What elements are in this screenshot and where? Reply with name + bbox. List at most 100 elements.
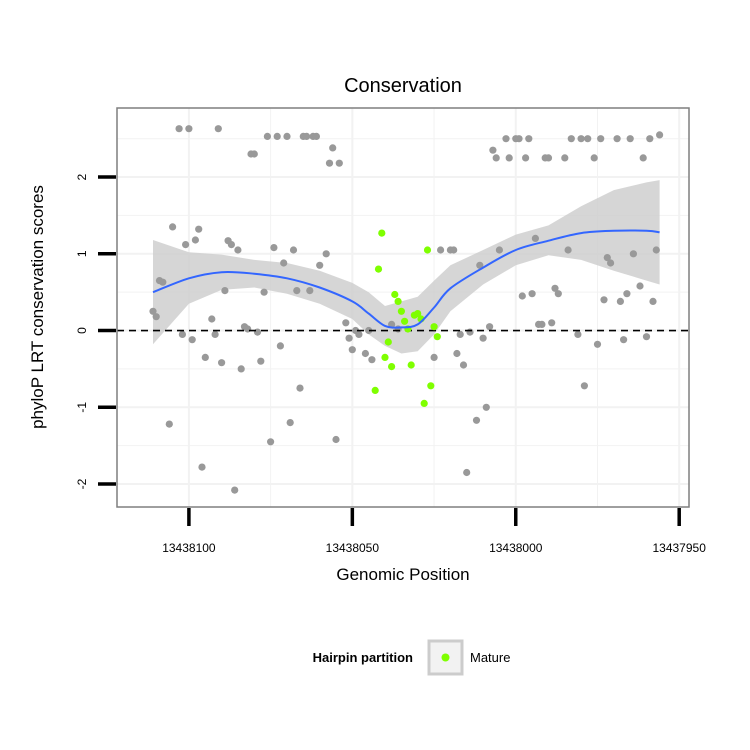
data-point-other	[303, 132, 311, 140]
data-point-other	[459, 361, 468, 369]
data-point-other	[250, 150, 258, 158]
data-point-other	[221, 287, 229, 295]
data-point-other	[629, 250, 638, 258]
legend-key-mature-point	[441, 653, 450, 662]
x-axis-title: Genomic Position	[336, 565, 469, 584]
data-point-other	[263, 132, 271, 140]
data-point-other	[325, 159, 334, 167]
data-point-other	[597, 135, 605, 143]
data-point-other	[551, 284, 559, 292]
x-tick-label: 13438100	[162, 541, 216, 555]
data-point-other	[348, 346, 356, 354]
data-point-other	[652, 246, 660, 254]
data-point-other	[149, 307, 157, 315]
data-point-mature	[433, 333, 441, 341]
data-point-other	[544, 154, 553, 162]
data-point-other	[152, 313, 160, 321]
data-point-other	[525, 135, 533, 143]
data-point-other	[580, 382, 589, 390]
data-point-other	[178, 330, 186, 338]
data-point-other	[607, 259, 615, 267]
data-point-other	[574, 330, 582, 338]
data-point-other	[646, 135, 654, 143]
y-tick-label: 2	[75, 173, 89, 180]
data-point-mature	[394, 297, 402, 305]
data-point-mature	[401, 317, 409, 325]
data-point-other	[626, 135, 634, 143]
data-point-other	[289, 246, 298, 254]
data-point-other	[518, 292, 526, 300]
data-point-mature	[371, 386, 379, 394]
data-point-other	[365, 326, 373, 335]
data-point-other	[227, 241, 235, 249]
points-mature-series	[371, 229, 441, 407]
data-point-other	[332, 435, 340, 444]
data-point-other	[522, 154, 530, 162]
data-point-other	[561, 154, 569, 162]
data-point-other	[345, 334, 353, 342]
data-point-other	[283, 132, 291, 140]
data-point-other	[293, 287, 301, 295]
data-point-other	[466, 328, 474, 336]
data-point-other	[479, 334, 487, 342]
data-point-other	[472, 416, 481, 424]
data-point-other	[456, 330, 464, 338]
legend-label-mature: Mature	[470, 650, 510, 665]
data-point-other	[368, 356, 376, 364]
data-point-mature	[388, 363, 396, 371]
data-point-other	[335, 159, 343, 167]
smooth-line-group	[152, 229, 660, 329]
data-point-other	[234, 246, 242, 254]
x-tick-label: 13437950	[652, 541, 706, 555]
data-point-other	[329, 144, 337, 152]
data-point-other	[270, 244, 278, 252]
data-point-other	[198, 463, 206, 471]
data-point-other	[296, 384, 304, 392]
data-point-mature	[378, 229, 386, 237]
x-tick-label: 13438000	[489, 541, 543, 555]
data-point-other	[639, 154, 647, 162]
data-point-other	[260, 288, 268, 296]
data-point-other	[590, 154, 598, 162]
data-point-other	[218, 359, 226, 367]
data-point-other	[316, 261, 324, 269]
data-point-other	[505, 154, 513, 162]
y-axis-title: phyloP LRT conservation scores	[28, 185, 47, 429]
legend-title: Hairpin partition	[313, 650, 413, 665]
data-point-other	[208, 315, 216, 323]
data-point-other	[195, 225, 203, 233]
y-tick-label: -1	[75, 402, 89, 413]
data-point-mature	[384, 338, 392, 346]
data-point-other	[253, 328, 262, 336]
data-point-other	[267, 438, 275, 446]
data-point-other	[636, 282, 644, 290]
data-point-other	[430, 353, 438, 361]
data-point-other	[492, 154, 500, 162]
data-point-mature	[414, 310, 422, 318]
points-other-series	[149, 125, 664, 494]
data-point-other	[538, 320, 546, 328]
data-point-mature	[374, 265, 383, 273]
data-point-other	[515, 135, 523, 143]
data-point-mature	[391, 290, 399, 299]
data-point-other	[502, 135, 510, 143]
data-point-other	[453, 349, 461, 358]
plot-border	[116, 107, 690, 508]
data-point-other	[656, 131, 664, 139]
data-point-other	[489, 146, 497, 154]
data-point-other	[169, 223, 177, 231]
data-point-mature	[430, 323, 438, 331]
data-point-other	[276, 342, 284, 350]
data-point-other	[244, 325, 252, 333]
data-point-other	[342, 319, 350, 327]
data-point-other	[286, 419, 294, 427]
data-point-other	[482, 403, 490, 411]
data-point-other	[211, 330, 219, 338]
data-point-other	[531, 234, 540, 242]
data-point-other	[463, 468, 471, 477]
data-point-other	[593, 340, 602, 348]
data-point-other	[175, 125, 183, 133]
data-point-other	[486, 323, 494, 331]
data-point-other	[165, 420, 173, 428]
